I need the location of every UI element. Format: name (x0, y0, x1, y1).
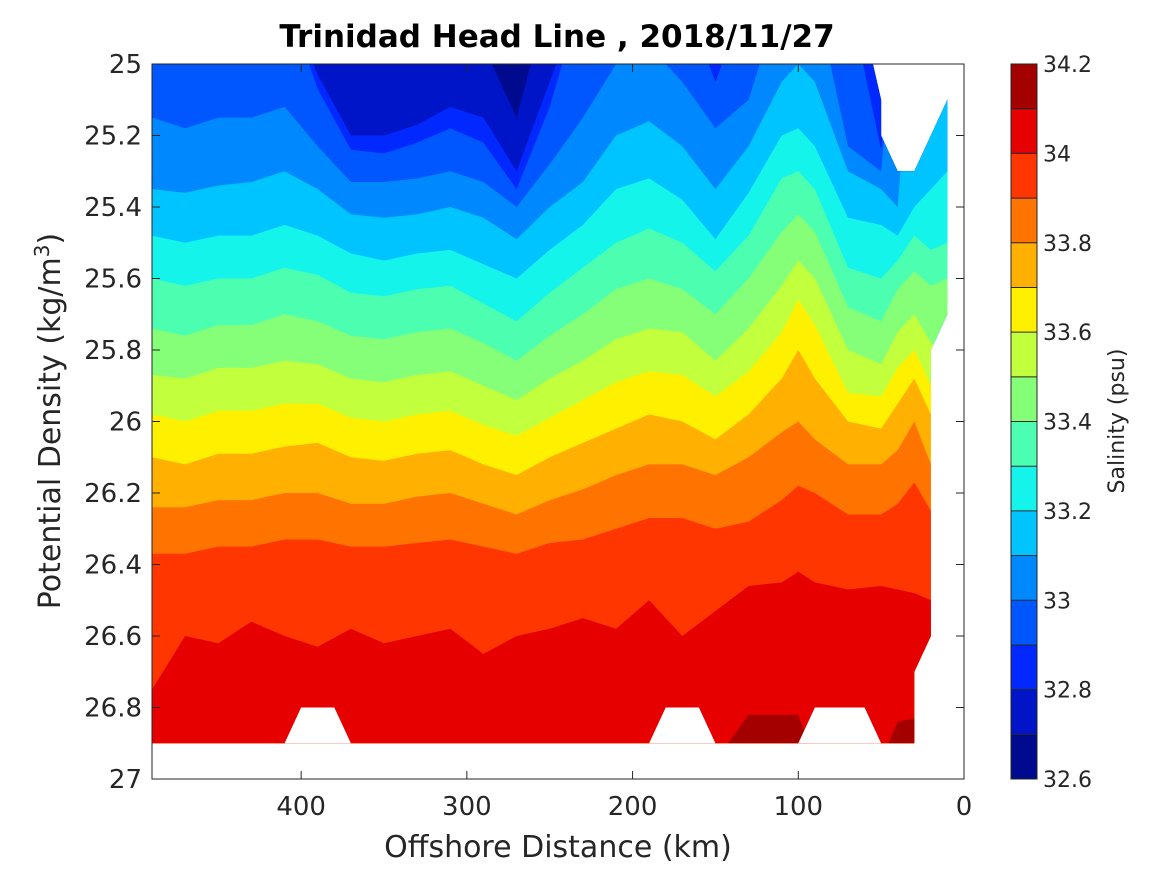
colorbar-tick-label: 33.6 (1043, 321, 1092, 346)
colorbar-tick-label: 33.8 (1043, 232, 1092, 257)
x-tick-label: 0 (956, 792, 973, 822)
y-tick-label: 26.6 (84, 622, 142, 652)
colorbar-block-9 (1011, 332, 1037, 378)
y-tick-label: 25.8 (84, 336, 142, 366)
colorbar-block-12 (1011, 198, 1037, 244)
colorbar-title: Salinity (psu) (1105, 349, 1130, 494)
y-tick-label: 26.2 (84, 479, 142, 509)
data-gap-2 (798, 707, 882, 744)
y-axis-title-close: ) (33, 233, 68, 245)
x-axis-title: Offshore Distance (km) (384, 830, 732, 865)
colorbar-block-0 (1011, 734, 1037, 780)
colorbar-block-7 (1011, 421, 1037, 467)
colorbar-block-2 (1011, 644, 1037, 691)
x-tick-label: 300 (442, 792, 492, 822)
y-tick-label: 25.6 (84, 265, 142, 295)
colorbar-block-11 (1011, 242, 1037, 288)
y-tick-label: 25 (109, 50, 142, 80)
y-axis: 25 25.2 25.4 25.6 25.8 26 26.2 26.4 26.6 26.8 27 (84, 50, 964, 795)
y-tick-label: 25.2 (84, 122, 142, 152)
colorbar-blocks (1011, 64, 1037, 780)
chart-title: Trinidad Head Line , 2018/11/27 (279, 19, 834, 55)
data-gap-1 (649, 707, 716, 744)
y-tick-label: 26 (109, 408, 142, 438)
x-axis: 400 300 200 100 0 (276, 64, 972, 822)
colorbar-block-14 (1011, 108, 1037, 154)
colorbar-block-1 (1011, 689, 1037, 735)
colorbar-block-5 (1011, 510, 1037, 557)
x-tick-label: 200 (608, 792, 658, 822)
colorbar-ticks: 32.6 32.8 33 33.2 33.4 33.6 33.8 34 34.2 (1011, 53, 1092, 793)
colorbar-tick-label: 33 (1043, 589, 1071, 614)
y-tick-label: 27 (109, 765, 142, 795)
y-tick-label: 25.4 (84, 193, 142, 223)
colorbar-block-15 (1011, 64, 1037, 110)
contour-band-15 (152, 714, 948, 744)
colorbar-tick-label: 32.8 (1043, 679, 1092, 704)
y-tick-label: 26.4 (84, 551, 142, 581)
colorbar: 32.6 32.8 33 33.2 33.4 33.6 33.8 34 34.2 (1010, 53, 1092, 793)
colorbar-tick-label: 34 (1043, 142, 1071, 167)
x-tick-label: 400 (276, 792, 326, 822)
colorbar-tick-label: 32.6 (1043, 768, 1092, 793)
colorbar-block-3 (1011, 600, 1037, 646)
y-axis-title-main: Potential Density (kg/m (33, 257, 68, 609)
colorbar-tick-label: 33.4 (1043, 411, 1092, 436)
colorbar-block-6 (1011, 466, 1037, 512)
plot-area: 400 300 200 100 0 25 25.2 25.4 25.6 25.8 26 26.2 26… (84, 50, 972, 822)
y-axis-title-superscript: 3 (30, 244, 54, 257)
contour-layer (152, 64, 948, 744)
y-axis-title: Potential Density (kg/m3) (30, 233, 68, 609)
y-tick-label: 26.8 (84, 694, 142, 724)
colorbar-block-10 (1011, 287, 1037, 333)
data-gap-0 (284, 707, 351, 744)
colorbar-block-8 (1011, 376, 1037, 422)
colorbar-tick-label: 34.2 (1043, 53, 1092, 78)
x-tick-label: 100 (773, 792, 823, 822)
colorbar-block-13 (1011, 153, 1037, 199)
data-gap-layer (284, 707, 882, 744)
colorbar-block-4 (1011, 555, 1037, 601)
colorbar-tick-label: 33.2 (1043, 500, 1092, 525)
